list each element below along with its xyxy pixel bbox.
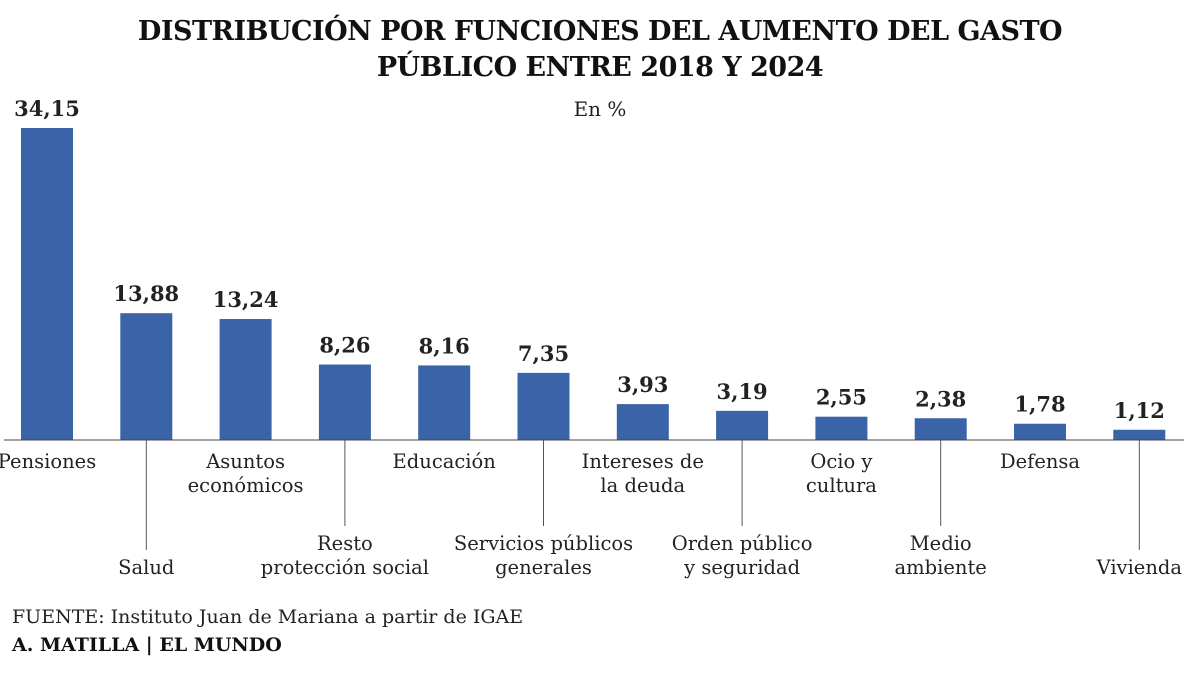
source-text: Instituto Juan de Mariana a partir de IG… [104,606,524,628]
value-label-4: 8,26 [319,333,370,358]
value-label-11: 1,78 [1014,392,1065,417]
category-label-1: Pensiones [0,450,96,473]
value-label-3: 13,24 [213,287,279,312]
chart-title: DISTRIBUCIÓN POR FUNCIONES DEL AUMENTO D… [0,14,1200,86]
category-label-3: Asuntos económicos [188,450,304,497]
bar-9 [815,416,868,440]
chart-title-line-2: PÚBLICO ENTRE 2018 Y 2024 [376,52,824,83]
bar-10 [914,418,967,440]
value-label-6: 7,35 [518,341,569,366]
source-label: FUENTE: [12,606,105,628]
bar-12 [1113,429,1166,440]
bar-11 [1014,423,1066,440]
category-label-7: Intereses de la deuda [582,450,704,497]
source-note: FUENTE: Instituto Juan de Mariana a part… [12,606,523,628]
bar-2 [120,313,173,440]
value-label-12: 1,12 [1114,398,1165,423]
bar-3 [219,319,272,440]
value-label-8: 3,19 [717,379,768,404]
value-label-9: 2,55 [816,385,867,410]
bar-chart: 34,15 Pensiones 13,88 Salud 13,24 Asuntos econ… [0,96,1184,579]
category-label-12: Vivienda [1096,556,1183,579]
category-label-6: Servicios públicos generales [454,532,633,579]
category-label-8: Orden público y seguridad [672,532,813,579]
category-label-11: Defensa [1000,450,1080,473]
chart-title-line-1: DISTRIBUCIÓN POR FUNCIONES DEL AUMENTO D… [137,16,1063,47]
bar-7 [616,404,669,440]
bar-1 [21,128,73,440]
bar-6 [517,372,570,440]
category-label-4: Resto protección social [261,532,429,579]
value-label-1: 34,15 [14,96,80,121]
value-label-10: 2,38 [915,386,966,411]
chart-subtitle: En % [573,97,627,121]
category-label-9: Ocio y cultura [806,450,877,497]
category-label-10: Medio ambiente [895,532,987,579]
bar-4 [318,364,371,440]
category-label-5: Educación [393,450,497,473]
value-label-7: 3,93 [617,372,668,397]
bar-5 [418,365,471,440]
category-label-2: Salud [118,556,174,579]
value-label-2: 13,88 [113,281,179,306]
credit-line: A. MATILLA | EL MUNDO [12,634,282,656]
value-label-5: 8,16 [419,333,470,358]
bar-8 [716,410,769,440]
